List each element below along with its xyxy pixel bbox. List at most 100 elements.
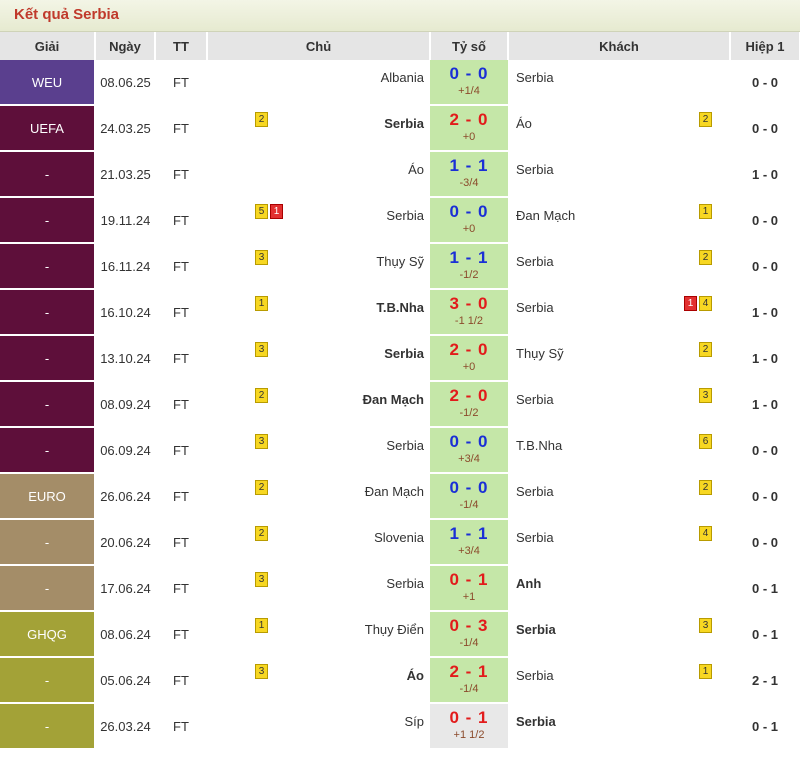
half-time-score: 2 - 1 — [730, 657, 800, 704]
table-row[interactable]: GHQG 08.06.24 FT 1 Thụy Điển 0 - 3 -1/4 3 Serbia… — [0, 611, 800, 658]
handicap: -3/4 — [459, 176, 479, 189]
home-team[interactable]: Áo — [406, 667, 424, 683]
score[interactable]: 1 - 1 — [449, 155, 489, 175]
away-team[interactable]: Serbia — [516, 391, 554, 407]
score[interactable]: 0 - 3 — [449, 615, 489, 635]
score[interactable]: 2 - 0 — [449, 339, 489, 359]
table-row[interactable]: EURO 26.06.24 FT 2 Đan Mạch 0 - 0 -1/4 2 Serbia 0… — [0, 473, 800, 520]
table-row[interactable]: -16.10.24 FT 1 T.B.Nha 3 - 0 -1 1/2 1 4 Serbia 1 … — [0, 289, 800, 336]
home-team[interactable]: Đan Mạch — [364, 483, 424, 499]
score[interactable]: 0 - 1 — [449, 569, 489, 589]
table-row[interactable]: -17.06.24 FT 3 Serbia 0 - 1 +1 Anh 0 - 1 — [0, 565, 800, 612]
home-team[interactable]: Síp — [404, 713, 424, 729]
score-cell[interactable]: 0 - 0 +0 — [430, 197, 508, 244]
away-team[interactable]: Serbia — [516, 667, 554, 683]
home-team[interactable]: Serbia — [386, 575, 424, 591]
home-team[interactable]: Slovenia — [374, 529, 424, 545]
league-cell[interactable]: - — [0, 703, 96, 750]
score-cell[interactable]: 3 - 0 -1 1/2 — [430, 289, 508, 336]
table-row[interactable]: -21.03.25 FT Áo 1 - 1 -3/4 Serbia 1 - 0 — [0, 151, 800, 198]
away-team[interactable]: Đan Mạch — [516, 207, 576, 223]
header-date[interactable]: Ngày — [95, 32, 156, 60]
header-away[interactable]: Khách — [508, 32, 731, 60]
away-team[interactable]: Serbia — [516, 483, 554, 499]
score-cell[interactable]: 2 - 0 +0 — [430, 335, 508, 382]
score-cell[interactable]: 0 - 3 -1/4 — [430, 611, 508, 658]
league-cell[interactable]: - — [0, 289, 96, 336]
away-team[interactable]: Serbia — [516, 299, 554, 315]
header-half[interactable]: Hiệp 1 — [730, 32, 800, 60]
table-row[interactable]: -16.11.24 FT 3 Thụy Sỹ 1 - 1 -1/2 2 Serbia 0 - 0 — [0, 243, 800, 290]
home-team[interactable]: T.B.Nha — [376, 299, 424, 315]
table-row[interactable]: -08.09.24 FT 2 Đan Mạch 2 - 0 -1/2 3 Serbia 1 - … — [0, 381, 800, 428]
score-cell[interactable]: 1 - 1 -1/2 — [430, 243, 508, 290]
away-team[interactable]: Serbia — [516, 69, 554, 85]
score[interactable]: 2 - 0 — [449, 385, 489, 405]
header-status[interactable]: TT — [155, 32, 208, 60]
table-row[interactable]: -05.06.24 FT 3 Áo 2 - 1 -1/4 1 Serbia 2 - 1 — [0, 657, 800, 704]
score-cell[interactable]: 0 - 0 +3/4 — [430, 427, 508, 474]
league-cell[interactable]: - — [0, 427, 96, 474]
match-status: FT — [155, 565, 207, 612]
score-cell[interactable]: 1 - 1 +3/4 — [430, 519, 508, 566]
away-team[interactable]: T.B.Nha — [516, 437, 563, 453]
league-cell[interactable]: - — [0, 657, 96, 704]
table-row[interactable]: WEU 08.06.25 FT Albania 0 - 0 +1/4 Serbia 0 - 0 — [0, 60, 800, 106]
header-home[interactable]: Chủ — [207, 32, 431, 60]
league-cell[interactable]: - — [0, 565, 96, 612]
table-row[interactable]: -26.03.24 FT Síp 0 - 1 +1 1/2 Serbia 0 - 1 — [0, 703, 800, 750]
score-cell[interactable]: 0 - 1 +1 — [430, 565, 508, 612]
score[interactable]: 3 - 0 — [449, 293, 489, 313]
table-row[interactable]: -20.06.24 FT 2 Slovenia 1 - 1 +3/4 4 Serbia 0 - … — [0, 519, 800, 566]
score[interactable]: 0 - 0 — [449, 201, 489, 221]
home-team[interactable]: Serbia — [384, 345, 424, 361]
league-cell[interactable]: - — [0, 519, 96, 566]
away-team[interactable]: Serbia — [516, 253, 554, 269]
header-league[interactable]: Giải — [0, 32, 96, 60]
league-cell[interactable]: UEFA — [0, 105, 96, 152]
table-row[interactable]: -13.10.24 FT 3 Serbia 2 - 0 +0 2 Thụy Sỹ 1 - 0 — [0, 335, 800, 382]
league-cell[interactable]: - — [0, 381, 96, 428]
home-team[interactable]: Serbia — [384, 115, 424, 131]
league-cell[interactable]: WEU — [0, 60, 96, 106]
league-cell[interactable]: - — [0, 151, 96, 198]
score[interactable]: 0 - 1 — [449, 707, 489, 727]
league-cell[interactable]: GHQG — [0, 611, 96, 658]
home-team[interactable]: Serbia — [386, 207, 424, 223]
score-cell[interactable]: 2 - 0 -1/2 — [430, 381, 508, 428]
score[interactable]: 0 - 0 — [449, 431, 489, 451]
score[interactable]: 2 - 0 — [449, 109, 489, 129]
score[interactable]: 1 - 1 — [449, 247, 489, 267]
home-team[interactable]: Thụy Sỹ — [376, 253, 424, 269]
away-team[interactable]: Serbia — [516, 161, 554, 177]
score[interactable]: 0 - 0 — [449, 477, 489, 497]
league-cell[interactable]: EURO — [0, 473, 96, 520]
league-cell[interactable]: - — [0, 243, 96, 290]
home-team[interactable]: Serbia — [386, 437, 424, 453]
table-row[interactable]: UEFA 24.03.25 FT 2 Serbia 2 - 0 +0 2 Áo 0 - 0 — [0, 105, 800, 152]
score-cell[interactable]: 0 - 0 +1/4 — [430, 60, 508, 106]
table-row[interactable]: -06.09.24 FT 3 Serbia 0 - 0 +3/4 6 T.B.Nha 0 - 0 — [0, 427, 800, 474]
score-cell[interactable]: 1 - 1 -3/4 — [430, 151, 508, 198]
home-team[interactable]: Albania — [380, 69, 424, 85]
score-cell[interactable]: 0 - 0 -1/4 — [430, 473, 508, 520]
home-team[interactable]: Thụy Điển — [364, 621, 424, 637]
league-cell[interactable]: - — [0, 335, 96, 382]
score[interactable]: 2 - 1 — [449, 661, 489, 681]
header-score[interactable]: Tỷ số — [430, 32, 509, 60]
away-team[interactable]: Anh — [516, 575, 542, 591]
score[interactable]: 1 - 1 — [449, 523, 489, 543]
away-team[interactable]: Áo — [516, 115, 532, 131]
away-team[interactable]: Serbia — [516, 529, 554, 545]
away-team[interactable]: Thụy Sỹ — [516, 345, 564, 361]
score-cell[interactable]: 2 - 1 -1/4 — [430, 657, 508, 704]
score-cell[interactable]: 0 - 1 +1 1/2 — [430, 703, 508, 750]
home-team[interactable]: Đan Mạch — [362, 391, 424, 407]
score[interactable]: 0 - 0 — [449, 63, 489, 83]
away-team[interactable]: Serbia — [516, 621, 556, 637]
away-team[interactable]: Serbia — [516, 713, 556, 729]
home-team[interactable]: Áo — [408, 161, 424, 177]
score-cell[interactable]: 2 - 0 +0 — [430, 105, 508, 152]
table-row[interactable]: -19.11.24 FT 5 1 Serbia 0 - 0 +0 1 Đan Mạch 0 - 0 — [0, 197, 800, 244]
league-cell[interactable]: - — [0, 197, 96, 244]
